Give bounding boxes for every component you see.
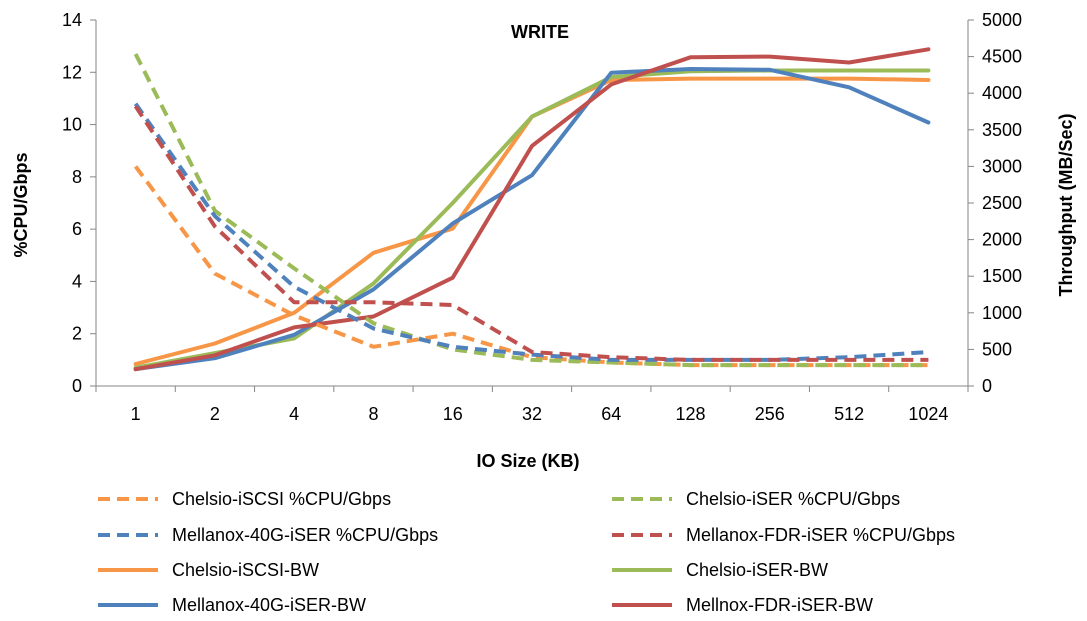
x-tick-label: 1: [131, 404, 141, 424]
x-tick-label: 128: [676, 404, 706, 424]
series-line-1: [133, 53, 929, 368]
legend-label: Chelsio-iSER %CPU/Gbps: [686, 489, 900, 509]
x-tick-label: 256: [755, 404, 785, 424]
legend-label: Mellanox-FDR-iSER %CPU/Gbps: [686, 525, 955, 545]
x-tick-label: 512: [834, 404, 864, 424]
y-left-tick-label: 2: [72, 324, 82, 344]
y-left-tick-label: 12: [62, 62, 82, 82]
y-right-tick-label: 3500: [982, 120, 1022, 140]
plot-area: 0246810121405001000150020002500300035004…: [62, 10, 1022, 424]
y-left-tick-label: 10: [62, 115, 82, 135]
legend-item: Mellanox-FDR-iSER %CPU/Gbps: [612, 525, 955, 545]
x-tick-label: 32: [522, 404, 542, 424]
y-left-tick-label: 0: [72, 376, 82, 396]
y-axis-left-title: %CPU/Gbps: [11, 152, 31, 257]
x-tick-label: 8: [368, 404, 378, 424]
y-right-tick-label: 500: [982, 339, 1012, 359]
series-line-5: [133, 68, 931, 370]
legend-label: Chelsio-iSCSI-BW: [172, 560, 319, 580]
legend-item: Chelsio-iSCSI-BW: [98, 560, 319, 580]
legend-label: Chelsio-iSCSI %CPU/Gbps: [172, 489, 391, 509]
legend: Chelsio-iSCSI %CPU/Gbps Chelsio-iSER %CPU…: [98, 489, 955, 615]
legend-item: Chelsio-iSER-BW: [612, 560, 828, 580]
legend-item: Mellanox-40G-iSER %CPU/Gbps: [98, 525, 438, 545]
chart-title: WRITE: [511, 22, 569, 42]
y-right-tick-label: 4000: [982, 83, 1022, 103]
x-tick-label: 4: [289, 404, 299, 424]
x-tick-label: 2: [210, 404, 220, 424]
legend-label: Mellanox-40G-iSER %CPU/Gbps: [172, 525, 438, 545]
x-tick-label: 16: [443, 404, 463, 424]
legend-item: Chelsio-iSER %CPU/Gbps: [612, 489, 900, 509]
legend-item: Mellanox-40G-iSER-BW: [98, 595, 366, 615]
legend-item: Mellnox-FDR-iSER-BW: [612, 595, 873, 615]
y-right-tick-label: 1500: [982, 266, 1022, 286]
series-line-0: [133, 165, 929, 368]
y-right-tick-label: 4500: [982, 47, 1022, 67]
y-right-tick-label: 0: [982, 376, 992, 396]
y-right-tick-label: 2000: [982, 230, 1022, 250]
x-tick-label: 64: [601, 404, 621, 424]
y-left-tick-label: 14: [62, 10, 82, 30]
series-line-6: [133, 67, 931, 372]
legend-label: Chelsio-iSER-BW: [686, 560, 828, 580]
y-right-tick-label: 5000: [982, 10, 1022, 30]
legend-label: Mellnox-FDR-iSER-BW: [686, 595, 873, 615]
legend-label: Mellanox-40G-iSER-BW: [172, 595, 366, 615]
series-line-3: [133, 105, 929, 362]
y-axis-right-title: Throughput (MB/Sec): [1056, 114, 1076, 297]
legend-item: Chelsio-iSCSI %CPU/Gbps: [98, 489, 391, 509]
y-right-tick-label: 1000: [982, 303, 1022, 323]
series-line-2: [133, 102, 929, 362]
y-left-tick-label: 6: [72, 219, 82, 239]
y-right-tick-label: 3000: [982, 156, 1022, 176]
y-right-tick-label: 2500: [982, 193, 1022, 213]
series-line-4: [133, 76, 931, 366]
y-left-tick-label: 8: [72, 167, 82, 187]
series-line-7: [133, 47, 931, 372]
x-tick-label: 1024: [908, 404, 948, 424]
x-axis-title: IO Size (KB): [476, 451, 579, 471]
y-left-tick-label: 4: [72, 271, 82, 291]
